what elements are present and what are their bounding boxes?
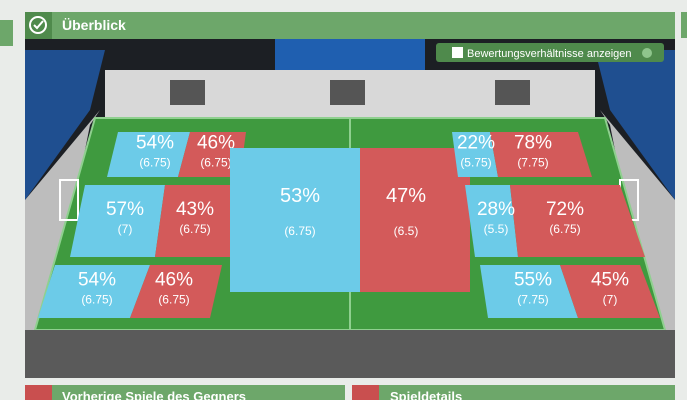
zone-rating: (6.75) <box>139 156 170 170</box>
zone-rating: (7) <box>118 222 133 236</box>
zone-home <box>465 185 518 257</box>
zone-percent: 28% <box>477 199 515 220</box>
zone-percent: 54% <box>136 133 174 154</box>
zone-home <box>480 265 578 318</box>
zone-home <box>38 265 150 318</box>
zone-away <box>490 132 592 177</box>
panel-header <box>25 385 345 400</box>
header-bar <box>25 12 675 39</box>
zone-rating: (6.75) <box>81 293 112 307</box>
zone-away <box>510 185 645 257</box>
tunnel <box>170 80 205 105</box>
panel-icon <box>352 385 379 400</box>
zone-home <box>107 132 190 177</box>
zone-percent: 43% <box>176 199 214 220</box>
zone-rating: (6.75) <box>284 224 315 238</box>
toggle-label: Bewertungsverhältnisse anzeigen <box>467 48 632 60</box>
side-tab <box>0 20 13 46</box>
zone-percent: 46% <box>155 270 193 291</box>
panel-icon <box>25 385 52 400</box>
zone-rating: (6.5) <box>394 224 419 238</box>
zone-rating: (6.75) <box>200 156 231 170</box>
zone-home <box>230 148 360 292</box>
zone-rating: (6.75) <box>158 293 189 307</box>
zone-percent: 55% <box>514 270 552 291</box>
panel-title: Vorherige Spiele des Gegners <box>62 389 246 400</box>
info-icon[interactable] <box>642 48 652 58</box>
zone-percent: 45% <box>591 270 629 291</box>
zone-percent: 54% <box>78 270 116 291</box>
header-title: Überblick <box>62 17 126 33</box>
zone-rating: (7.75) <box>517 293 548 307</box>
zone-away <box>360 148 470 292</box>
zone-percent: 53% <box>280 185 320 207</box>
zone-away <box>178 132 246 177</box>
zone-rating: (5.5) <box>484 222 509 236</box>
toggle[interactable] <box>436 43 664 62</box>
tunnel <box>495 80 530 105</box>
tunnel <box>330 80 365 105</box>
stand <box>595 50 675 200</box>
zone-percent: 22% <box>457 133 495 154</box>
zone-percent: 57% <box>106 199 144 220</box>
zone-rating: (7) <box>603 293 618 307</box>
zone-away <box>155 185 236 257</box>
panel-header <box>352 385 675 400</box>
zone-home <box>70 185 165 257</box>
zone-away <box>560 265 660 318</box>
zone-percent: 47% <box>386 185 426 207</box>
zone-rating: (6.75) <box>549 222 580 236</box>
zone-home <box>452 132 498 177</box>
checkbox[interactable] <box>452 47 463 58</box>
zone-percent: 46% <box>197 133 235 154</box>
zone-percent: 72% <box>546 199 584 220</box>
goal <box>59 179 79 221</box>
zone-rating: (5.75) <box>460 156 491 170</box>
zone-rating: (7.75) <box>517 156 548 170</box>
zone-percent: 78% <box>514 133 552 154</box>
panel-title: Spieldetails <box>390 389 462 400</box>
track <box>25 330 675 378</box>
zone-away <box>130 265 222 318</box>
side-tab <box>681 12 687 38</box>
zone-rating: (6.75) <box>179 222 210 236</box>
stand <box>25 50 105 200</box>
check-icon <box>33 20 44 30</box>
check-icon <box>29 16 47 34</box>
